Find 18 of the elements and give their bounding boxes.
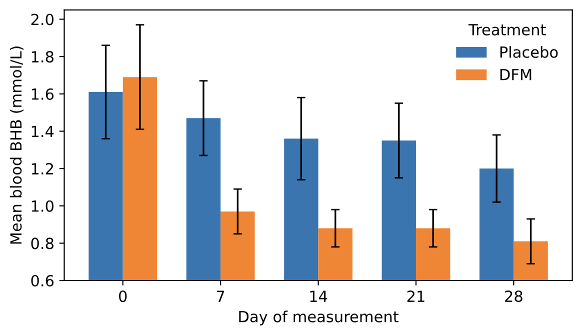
legend-label: Placebo — [500, 46, 558, 58]
y-tick-label: 1.6 — [32, 88, 54, 100]
y-axis-title: Mean blood BHB (mmol/L) — [10, 46, 24, 244]
y-tick-label: 1.2 — [32, 162, 53, 174]
x-tick-label: 14 — [310, 290, 328, 302]
x-axis-title: Day of measurement — [239, 310, 399, 326]
y-tick-label: 0.8 — [31, 238, 54, 250]
y-tick-label: 1.0 — [32, 200, 54, 212]
y-tick-label: 0.6 — [31, 274, 54, 287]
x-tick-label: 7 — [216, 290, 224, 302]
x-tick-label: 28 — [505, 290, 522, 302]
legend-label: DFM — [500, 68, 532, 80]
y-tick-label: 1.4 — [32, 126, 54, 138]
y-tick-label: 1.8 — [32, 51, 54, 63]
legend-title: Treatment — [468, 24, 546, 36]
y-tick-label: 2.0 — [31, 14, 54, 26]
x-tick-label: 21 — [407, 290, 424, 302]
x-tick-label: 0 — [119, 290, 127, 302]
